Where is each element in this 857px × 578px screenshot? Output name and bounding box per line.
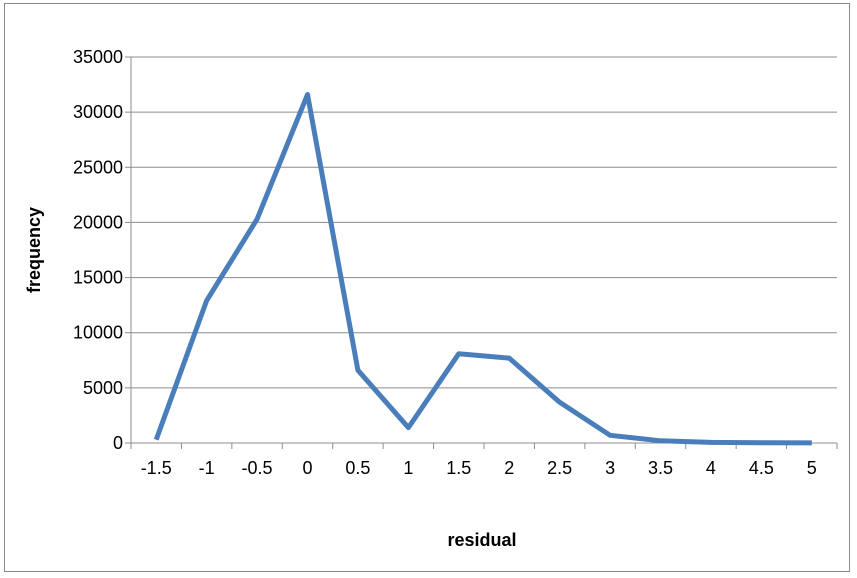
x-tick-label: 4 xyxy=(706,458,716,478)
x-tick-labels: -1.5 -1 -0.5 0 0.5 1 1.5 2 2.5 3 3.5 4 4.5 5 xyxy=(141,458,817,478)
chart-frame xyxy=(4,3,850,572)
x-tick-label: -0.5 xyxy=(242,458,273,478)
series-line xyxy=(153,92,812,446)
x-tick-label: -1.5 xyxy=(141,458,172,478)
x-tick-label: 3 xyxy=(605,458,615,478)
y-tick-label: 10000 xyxy=(73,323,123,343)
gridlines xyxy=(131,56,837,389)
series-layer xyxy=(153,92,812,446)
y-tick-labels: 0 5000 10000 15000 20000 25000 30000 35000 xyxy=(73,47,123,453)
x-tick-label: 0 xyxy=(302,458,312,478)
x-axis-title: residual xyxy=(447,530,516,550)
x-tick-label: 4.5 xyxy=(749,458,774,478)
y-tick-label: 30000 xyxy=(73,102,123,122)
y-tick-label: 5000 xyxy=(83,378,123,398)
x-tick-label: -1 xyxy=(199,458,215,478)
y-tick-label: 15000 xyxy=(73,268,123,288)
y-tick-label: 35000 xyxy=(73,47,123,67)
x-tick-label: 5 xyxy=(807,458,817,478)
x-tick-label: 3.5 xyxy=(648,458,673,478)
y-axis-title: frequency xyxy=(24,207,44,293)
y-tick-label: 20000 xyxy=(73,212,123,232)
x-tick-label: 2.5 xyxy=(547,458,572,478)
x-tick-label: 2 xyxy=(504,458,514,478)
y-tick-label: 25000 xyxy=(73,157,123,177)
x-tick-label: 0.5 xyxy=(345,458,370,478)
axes xyxy=(125,56,838,449)
y-tick-label: 0 xyxy=(113,433,123,453)
x-tick-label: 1.5 xyxy=(446,458,471,478)
x-tick-label: 1 xyxy=(403,458,413,478)
